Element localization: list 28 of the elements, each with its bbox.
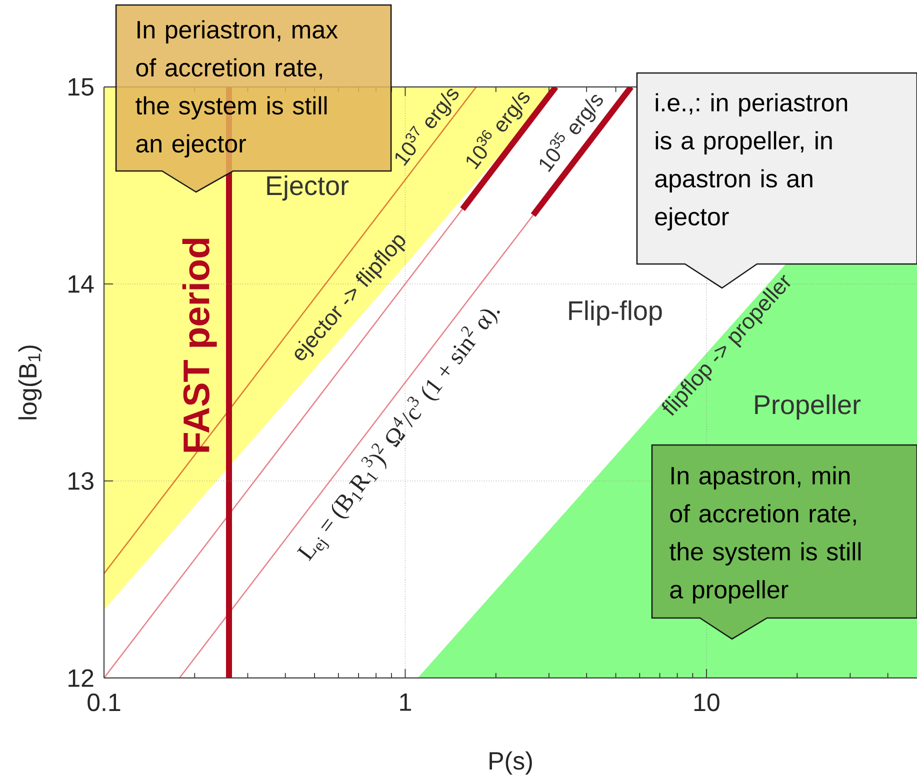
ref-line-label: FAST period xyxy=(182,238,217,452)
text: 2 xyxy=(460,326,474,338)
x-tick-label: 1 xyxy=(400,694,411,711)
y-tick-label: 12 xyxy=(68,669,94,687)
y-axis-title: log(B$_{1}$) xyxy=(18,346,42,420)
annotation: In periastron, max of accretion rate, the system is still an ejector xyxy=(136,20,338,158)
text: α). xyxy=(478,309,500,330)
text: $^{4}$/c xyxy=(394,408,422,428)
text: 3 xyxy=(407,396,419,408)
annotation: i.e.,: in periastron is a propeller, in apastron is an ejector xyxy=(655,93,848,230)
x-tick-label: 0.1 xyxy=(88,694,120,712)
y-tick-label: 13 xyxy=(68,472,94,490)
text: L xyxy=(296,546,317,562)
x-axis-title: P(s) xyxy=(490,751,532,775)
annotation: Ejector xyxy=(267,175,349,201)
annotation: Flip-flop xyxy=(569,300,662,326)
x-tick-label: 10 xyxy=(694,694,720,712)
text: Ω xyxy=(386,428,406,448)
annotation: Propeller xyxy=(755,394,861,420)
text: 2 xyxy=(371,444,384,454)
text: R$_{1}$ xyxy=(348,472,378,493)
text: = (B$_{1}$ xyxy=(321,492,364,532)
text: (1 + sin xyxy=(422,338,476,400)
text: ej xyxy=(316,537,330,551)
annotation: In apastron, min of accretion rate, the system is still a propeller xyxy=(670,466,861,604)
text: $^{3}$) xyxy=(361,454,386,470)
y-tick-label: 15 xyxy=(68,78,94,96)
y-tick-label: 14 xyxy=(68,275,94,293)
